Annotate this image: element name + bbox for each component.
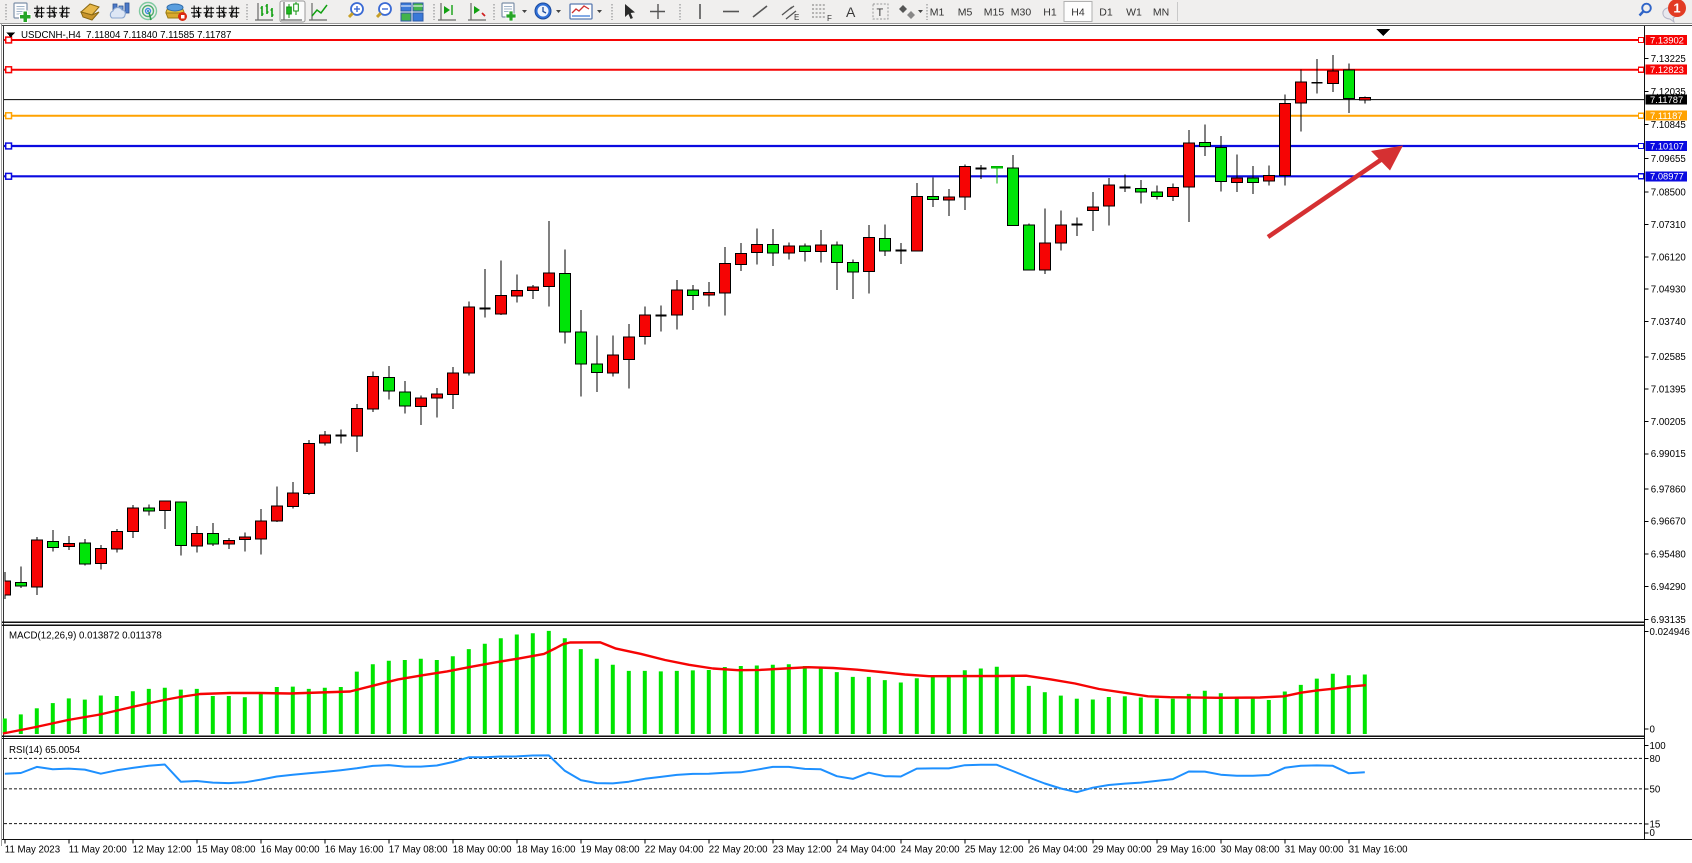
svg-text:W1: W1 <box>1126 6 1142 18</box>
svg-text:24 May 04:00: 24 May 04:00 <box>837 845 896 856</box>
svg-text:26 May 04:00: 26 May 04:00 <box>1029 845 1088 856</box>
svg-text:M15: M15 <box>984 6 1005 18</box>
svg-text:16 May 00:00: 16 May 00:00 <box>261 845 320 856</box>
svg-text:USDCNH-,H4 7.11804 7.11840 7.: USDCNH-,H4 7.11804 7.11840 7.11585 7.117… <box>21 30 231 41</box>
svg-text:7.08500: 7.08500 <box>1651 188 1687 199</box>
svg-text:15: 15 <box>1650 819 1661 830</box>
svg-text:25 May 12:00: 25 May 12:00 <box>965 845 1024 856</box>
svg-text:80: 80 <box>1650 754 1661 765</box>
svg-text:1: 1 <box>1673 1 1680 16</box>
svg-text:7.09655: 7.09655 <box>1651 154 1686 165</box>
svg-text:7.13225: 7.13225 <box>1651 54 1686 65</box>
svg-text:6.99015: 6.99015 <box>1651 449 1686 460</box>
svg-text:7.02585: 7.02585 <box>1651 352 1686 363</box>
svg-text:7.07310: 7.07310 <box>1651 220 1687 231</box>
svg-text:T: T <box>877 7 884 19</box>
svg-text:7.10845: 7.10845 <box>1651 120 1686 131</box>
svg-text:16 May 16:00: 16 May 16:00 <box>325 845 384 856</box>
svg-text:7.04930: 7.04930 <box>1651 285 1687 296</box>
svg-text:100: 100 <box>1650 741 1667 752</box>
svg-text:A: A <box>846 4 856 20</box>
svg-text:7.11787: 7.11787 <box>1650 94 1683 105</box>
svg-text:31 May 00:00: 31 May 00:00 <box>1285 845 1344 856</box>
svg-text:M5: M5 <box>958 6 973 18</box>
svg-text:6.95480: 6.95480 <box>1651 549 1687 560</box>
svg-text:RSI(14) 65.0054: RSI(14) 65.0054 <box>9 745 81 756</box>
svg-text:12 May 12:00: 12 May 12:00 <box>133 845 192 856</box>
svg-text:0: 0 <box>1650 725 1656 736</box>
svg-text:29 May 16:00: 29 May 16:00 <box>1157 845 1216 856</box>
svg-text:MN: MN <box>1153 6 1169 18</box>
svg-text:H1: H1 <box>1043 6 1057 18</box>
svg-text:24 May 20:00: 24 May 20:00 <box>901 845 960 856</box>
svg-text:7.01395: 7.01395 <box>1651 384 1686 395</box>
svg-text:23 May 12:00: 23 May 12:00 <box>773 845 832 856</box>
svg-text:7.00205: 7.00205 <box>1651 417 1686 428</box>
svg-text:11 May 2023: 11 May 2023 <box>5 845 60 856</box>
svg-text:7.10107: 7.10107 <box>1650 140 1684 151</box>
svg-text:6.96670: 6.96670 <box>1651 517 1687 528</box>
svg-text:6.97860: 6.97860 <box>1651 484 1687 495</box>
svg-text:7.08977: 7.08977 <box>1650 171 1684 182</box>
svg-text:MACD(12,26,9) 0.013872 0.01137: MACD(12,26,9) 0.013872 0.011378 <box>9 631 162 642</box>
svg-text:30 May 08:00: 30 May 08:00 <box>1221 845 1280 856</box>
svg-text:6.94290: 6.94290 <box>1651 582 1687 593</box>
svg-text:7.13902: 7.13902 <box>1650 34 1684 45</box>
svg-text:0: 0 <box>1650 828 1656 839</box>
svg-text:15 May 08:00: 15 May 08:00 <box>197 845 256 856</box>
svg-text:D1: D1 <box>1099 6 1113 18</box>
svg-text:H4: H4 <box>1071 6 1085 18</box>
svg-text:19 May 08:00: 19 May 08:00 <box>581 845 640 856</box>
svg-text:M1: M1 <box>930 6 945 18</box>
svg-text:E: E <box>794 13 799 22</box>
svg-text:7.06120: 7.06120 <box>1651 252 1687 263</box>
svg-text:6.93135: 6.93135 <box>1651 615 1686 626</box>
svg-text:7.12035: 7.12035 <box>1651 87 1686 98</box>
svg-text:11 May 20:00: 11 May 20:00 <box>69 845 128 856</box>
svg-text:29 May 00:00: 29 May 00:00 <box>1093 845 1152 856</box>
svg-text:22 May 04:00: 22 May 04:00 <box>645 845 704 856</box>
svg-text:31 May 16:00: 31 May 16:00 <box>1349 845 1408 856</box>
svg-text:7.12823: 7.12823 <box>1650 64 1684 75</box>
svg-text:17 May 08:00: 17 May 08:00 <box>389 845 448 856</box>
svg-text:F: F <box>827 14 832 23</box>
svg-text:22 May 20:00: 22 May 20:00 <box>709 845 768 856</box>
svg-text:M30: M30 <box>1011 6 1032 18</box>
svg-text:7.03740: 7.03740 <box>1651 317 1687 328</box>
svg-text:18 May 16:00: 18 May 16:00 <box>517 845 576 856</box>
svg-text:0.024946: 0.024946 <box>1650 627 1690 638</box>
svg-text:50: 50 <box>1650 784 1661 795</box>
svg-text:7.11187: 7.11187 <box>1650 110 1683 121</box>
svg-text:18 May 00:00: 18 May 00:00 <box>453 845 512 856</box>
